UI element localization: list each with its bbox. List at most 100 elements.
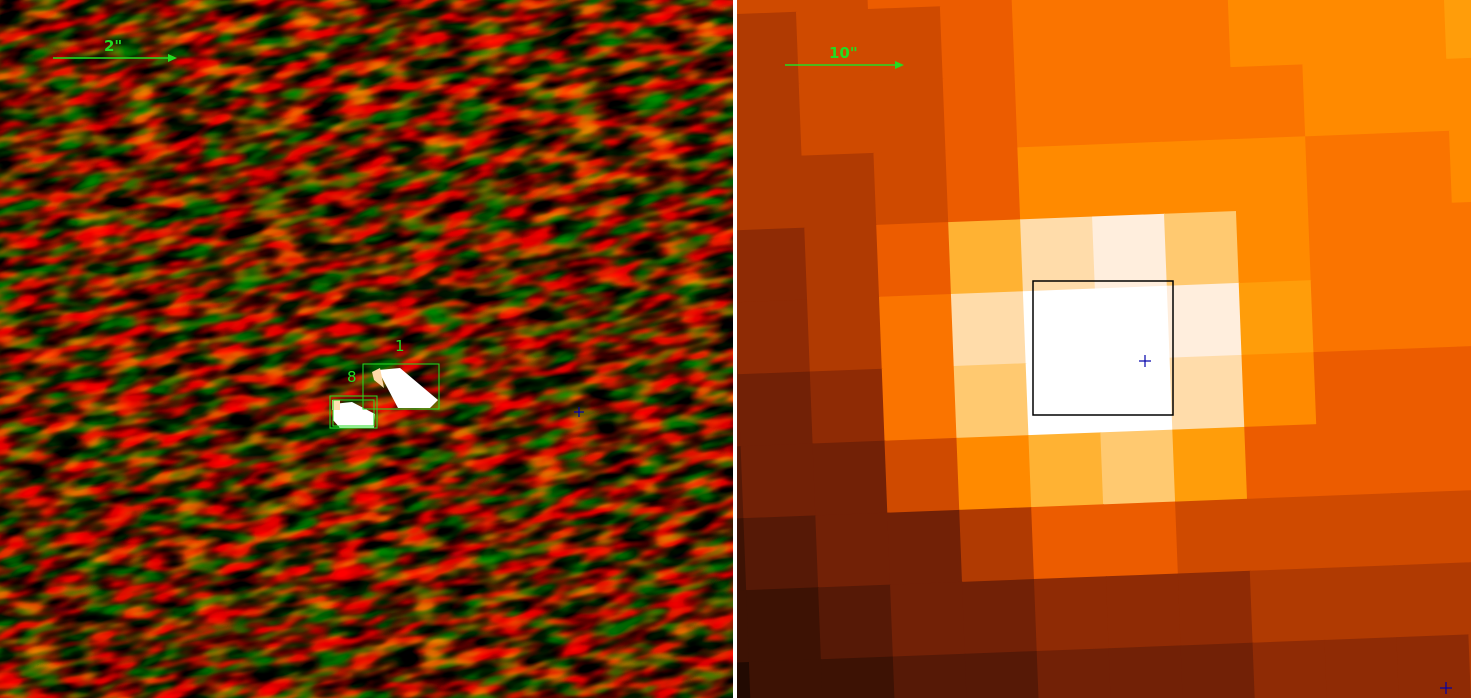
left-image-panel: 1 8 2" bbox=[0, 0, 733, 698]
image-pixel bbox=[818, 584, 894, 661]
image-pixel bbox=[1388, 418, 1464, 495]
image-pixel bbox=[1396, 634, 1471, 698]
image-pixel bbox=[1172, 426, 1249, 503]
image-pixel bbox=[1385, 346, 1462, 423]
image-pixel bbox=[795, 8, 872, 85]
center-marker-icon bbox=[1139, 355, 1151, 367]
image-pixel bbox=[873, 150, 950, 226]
right-image-svg: 10" bbox=[737, 0, 1471, 698]
image-pixel bbox=[870, 78, 947, 154]
corner-marker-icon bbox=[1440, 682, 1452, 694]
image-pixel bbox=[815, 512, 892, 589]
image-pixel bbox=[798, 80, 875, 157]
image-pixel bbox=[1454, 271, 1471, 348]
bright-source-8 bbox=[332, 400, 375, 428]
image-pixel bbox=[1083, 0, 1160, 74]
scale-bar-label-right: 10" bbox=[829, 44, 858, 62]
image-pixel bbox=[878, 293, 955, 370]
image-pixel bbox=[1307, 205, 1384, 282]
noise-texture bbox=[0, 0, 733, 698]
image-pixel bbox=[939, 3, 1016, 80]
image-pixel bbox=[1247, 496, 1323, 572]
image-pixel bbox=[1318, 493, 1395, 569]
image-pixel bbox=[1100, 429, 1177, 506]
image-pixel bbox=[876, 222, 952, 298]
image-pixel bbox=[1020, 216, 1096, 293]
image-pixel bbox=[1233, 136, 1309, 213]
left-image-svg: 1 8 2" bbox=[0, 0, 733, 698]
pixel-grid bbox=[737, 0, 1471, 698]
image-pixel bbox=[1108, 645, 1185, 698]
source-label-1: 1 bbox=[395, 337, 405, 355]
image-pixel bbox=[1382, 274, 1459, 351]
image-pixel bbox=[1321, 565, 1398, 641]
region-box-1[interactable] bbox=[362, 363, 440, 410]
image-pixel bbox=[1238, 280, 1315, 356]
image-pixel bbox=[867, 6, 944, 82]
image-pixel bbox=[1371, 0, 1448, 63]
image-pixel bbox=[1252, 639, 1329, 698]
image-pixel bbox=[1313, 349, 1390, 426]
position-marker-icon bbox=[574, 407, 584, 417]
image-pixel bbox=[1305, 133, 1381, 210]
image-pixel bbox=[1033, 576, 1110, 653]
source-label-8: 8 bbox=[347, 368, 357, 386]
image-pixel bbox=[1177, 570, 1254, 647]
image-pixel bbox=[1014, 72, 1091, 149]
image-pixel bbox=[737, 227, 809, 304]
image-pixel bbox=[1310, 277, 1387, 354]
image-pixel bbox=[961, 579, 1038, 655]
scale-bar-right bbox=[785, 61, 904, 69]
image-pixel bbox=[807, 296, 883, 373]
image-pixel bbox=[746, 587, 822, 664]
image-pixel bbox=[1166, 282, 1243, 359]
image-pixel bbox=[1036, 648, 1113, 698]
image-pixel bbox=[1086, 69, 1163, 146]
image-pixel bbox=[884, 437, 961, 514]
image-pixel bbox=[1324, 637, 1401, 698]
image-pixel bbox=[1390, 490, 1467, 567]
image-pixel bbox=[964, 650, 1041, 698]
image-pixel bbox=[1161, 139, 1237, 215]
image-pixel bbox=[1094, 285, 1171, 362]
image-pixel bbox=[1446, 56, 1471, 132]
image-pixel bbox=[1105, 573, 1182, 650]
image-pixel bbox=[956, 435, 1033, 511]
image-pixel bbox=[942, 75, 1019, 152]
image-pixel bbox=[1235, 208, 1312, 284]
image-pixel bbox=[1249, 567, 1326, 644]
image-pixel bbox=[892, 653, 969, 698]
image-pixel bbox=[890, 581, 966, 658]
image-pixel bbox=[950, 291, 1027, 367]
image-pixel bbox=[1443, 0, 1471, 60]
image-pixel bbox=[881, 365, 958, 442]
image-pixel bbox=[801, 152, 878, 229]
image-pixel bbox=[743, 515, 820, 592]
image-pixel bbox=[1379, 202, 1456, 279]
image-pixel bbox=[1011, 0, 1088, 77]
image-pixel bbox=[1393, 562, 1470, 639]
image-pixel bbox=[820, 656, 897, 698]
aperture-box[interactable] bbox=[1032, 280, 1174, 416]
image-pixel bbox=[809, 368, 886, 445]
image-pixel bbox=[1302, 61, 1379, 138]
region-box-8-inner[interactable] bbox=[332, 399, 375, 427]
image-pixel bbox=[1299, 0, 1376, 66]
image-pixel bbox=[1031, 504, 1107, 581]
image-pixel bbox=[1227, 0, 1304, 69]
image-pixel bbox=[1103, 501, 1179, 578]
image-pixel bbox=[1175, 498, 1251, 575]
image-pixel bbox=[1451, 199, 1471, 276]
image-pixel bbox=[948, 219, 1024, 296]
region-box-8[interactable] bbox=[329, 395, 378, 429]
image-pixel bbox=[1374, 58, 1451, 135]
image-pixel bbox=[1089, 141, 1166, 218]
image-pixel bbox=[1158, 67, 1235, 143]
image-pixel bbox=[737, 11, 800, 88]
image-pixel bbox=[1244, 424, 1320, 500]
scale-bar-label: 2" bbox=[104, 37, 122, 55]
image-pixel bbox=[1028, 432, 1105, 509]
right-image-panel: 10" bbox=[737, 0, 1471, 698]
image-pixel bbox=[737, 83, 803, 160]
image-pixel bbox=[737, 299, 811, 376]
